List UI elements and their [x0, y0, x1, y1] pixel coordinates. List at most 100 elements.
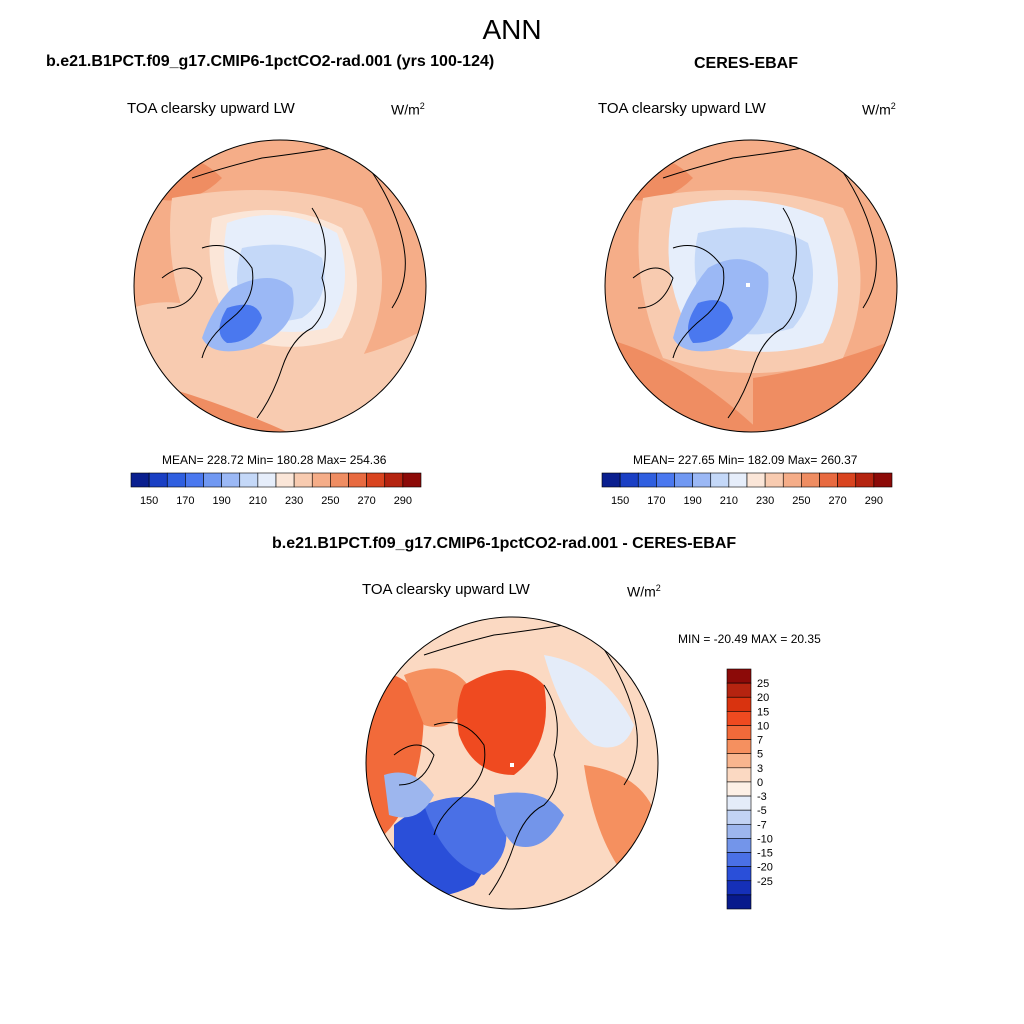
- diff-minmax: MIN = -20.49 MAX = 20.35: [678, 632, 821, 646]
- panel1-units: W/m2: [391, 101, 425, 118]
- colorbar-box: [293, 472, 313, 488]
- colorbar-box: [726, 795, 752, 811]
- colorbar-box: [619, 472, 639, 488]
- colorbar-box: [366, 472, 386, 488]
- colorbar-label: 20: [757, 692, 769, 704]
- coastlines-icon: [161, 147, 406, 419]
- colorbar-label: 150: [611, 495, 629, 507]
- panel1-variable: TOA clearsky upward LW: [127, 100, 295, 117]
- colorbar-box: [726, 696, 752, 712]
- panel1-stats: MEAN= 228.72 Min= 180.28 Max= 254.36: [162, 453, 387, 467]
- colorbar-label: 210: [249, 495, 267, 507]
- colorbar-box: [726, 739, 752, 755]
- colorbar-label: 190: [683, 495, 701, 507]
- colorbar-box: [221, 472, 241, 488]
- colorbar-label: -3: [757, 791, 767, 803]
- colorbar-label: 210: [720, 495, 738, 507]
- page-title: ANN: [482, 14, 542, 45]
- colorbar-box: [601, 472, 621, 488]
- colorbar-box: [166, 472, 186, 488]
- colorbar-box: [726, 767, 752, 783]
- colorbar-box: [726, 725, 752, 740]
- colorbar-box: [402, 472, 422, 488]
- colorbar-box: [726, 668, 752, 684]
- colorbar-box: [726, 753, 752, 769]
- colorbar-box: [726, 781, 752, 797]
- colorbar-label: 7: [757, 735, 763, 747]
- colorbar-box: [130, 472, 150, 488]
- colorbar-box: [726, 809, 752, 825]
- colorbar-label: -20: [757, 862, 773, 874]
- colorbar-box: [203, 472, 222, 488]
- panel1-title: b.e21.B1PCT.f09_g17.CMIP6-1pctCO2-rad.00…: [46, 53, 495, 70]
- colorbar-box: [311, 472, 331, 488]
- colorbar-box: [873, 472, 893, 488]
- colorbar-label: 5: [757, 749, 763, 761]
- colorbar-box: [257, 472, 277, 488]
- colorbar-box: [348, 472, 367, 488]
- panel2-title: CERES-EBAF: [694, 55, 799, 72]
- colorbar-box: [726, 894, 752, 910]
- colorbar-box: [692, 472, 712, 488]
- colorbar-label: 170: [176, 495, 194, 507]
- colorbar-ceres: 150 170 190 210 230 250 270 290: [601, 472, 893, 507]
- colorbar-box: [837, 472, 857, 488]
- panel2-variable: TOA clearsky upward LW: [598, 100, 766, 117]
- colorbar-box: [746, 472, 766, 488]
- colorbar-model: 150 170 190 210 230 250 270 290: [130, 472, 422, 507]
- colorbar-label: 10: [757, 720, 769, 732]
- colorbar-label: -15: [757, 848, 773, 860]
- colorbar-box: [384, 472, 404, 488]
- colorbar-label: 250: [321, 495, 339, 507]
- colorbar-box: [148, 472, 168, 488]
- map-ceres: [604, 139, 898, 433]
- colorbar-label: -25: [757, 876, 773, 888]
- colorbar-box: [728, 472, 748, 488]
- colorbar-label: 15: [757, 706, 769, 718]
- colorbar-label: 170: [647, 495, 665, 507]
- colorbar-box: [726, 838, 752, 853]
- colorbar-label: 290: [394, 495, 412, 507]
- colorbar-box: [726, 823, 752, 839]
- colorbar-box: [819, 472, 838, 488]
- diff-units: W/m2: [627, 583, 661, 600]
- colorbar-difference: 25 20 15 10 7 5 3 0 -3 -5 -7 -10 -15 -20 -25: [726, 668, 773, 910]
- colorbar-box: [275, 472, 295, 488]
- colorbar-label: 230: [756, 495, 774, 507]
- colorbar-label: 290: [865, 495, 883, 507]
- colorbar-label: 270: [828, 495, 846, 507]
- panel2-units: W/m2: [862, 101, 896, 118]
- colorbar-box: [764, 472, 784, 488]
- map-difference: [365, 616, 659, 910]
- colorbar-box: [726, 682, 752, 698]
- colorbar-box: [726, 852, 752, 867]
- colorbar-label: 150: [140, 495, 158, 507]
- colorbar-box: [726, 711, 752, 726]
- diff-variable: TOA clearsky upward LW: [362, 581, 530, 598]
- colorbar-label: 25: [757, 678, 769, 690]
- colorbar-box: [726, 866, 752, 882]
- colorbar-label: 190: [212, 495, 230, 507]
- colorbar-label: 250: [792, 495, 810, 507]
- colorbar-box: [674, 472, 693, 488]
- colorbar-label: -10: [757, 833, 773, 845]
- colorbar-label: 3: [757, 763, 763, 775]
- colorbar-box: [185, 472, 204, 488]
- colorbar-box: [801, 472, 820, 488]
- coastlines-icon: [393, 624, 638, 896]
- colorbar-label: -5: [757, 805, 767, 817]
- panel2-stats: MEAN= 227.65 Min= 182.09 Max= 260.37: [633, 453, 858, 467]
- map-model: [133, 139, 427, 433]
- colorbar-box: [330, 472, 349, 488]
- colorbar-box: [855, 472, 875, 488]
- colorbar-box: [656, 472, 675, 488]
- colorbar-label: 230: [285, 495, 303, 507]
- colorbar-box: [782, 472, 802, 488]
- colorbar-label: 270: [357, 495, 375, 507]
- colorbar-label: -7: [757, 819, 767, 831]
- coastlines-icon: [632, 147, 877, 419]
- diff-title: b.e21.B1PCT.f09_g17.CMIP6-1pctCO2-rad.00…: [272, 535, 737, 552]
- colorbar-box: [239, 472, 259, 488]
- colorbar-label: 0: [757, 777, 763, 789]
- colorbar-box: [637, 472, 657, 488]
